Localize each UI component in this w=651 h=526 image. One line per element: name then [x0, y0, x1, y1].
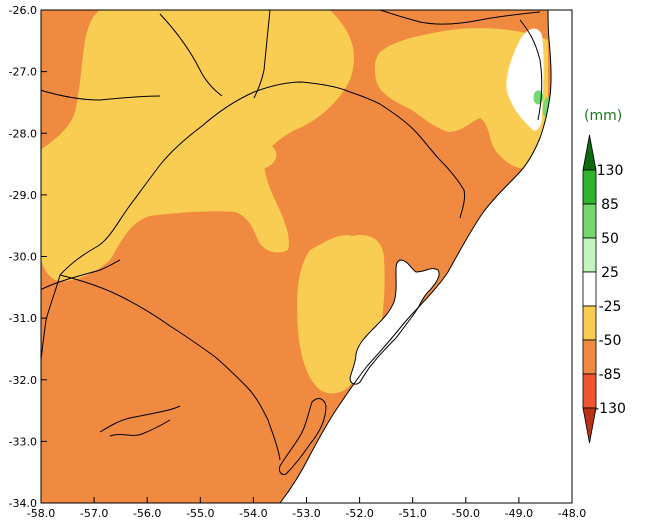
legend-swatch [582, 271, 597, 307]
border-argentina-uruguay-south [99, 405, 181, 433]
border-sc-pr [253, 10, 271, 99]
legend: (mm) 130 85 50 25 -25 -50 -85 -130 [582, 108, 626, 444]
legend-color-bar [582, 134, 597, 444]
y-tick-label: -31.0 [9, 312, 37, 325]
legend-swatch [582, 203, 597, 239]
x-tick-label: -55.0 [186, 507, 214, 520]
anomaly-zone-yellow-northeast [374, 28, 548, 169]
map-plot-area [41, 10, 572, 503]
legend-title: (mm) [584, 108, 622, 124]
y-tick-label: -34.0 [9, 497, 37, 510]
y-tick-label: -32.0 [9, 374, 37, 387]
border-misiones [159, 13, 223, 97]
coastal-detail-north [519, 19, 543, 121]
x-tick-label: -58.0 [27, 507, 55, 520]
legend-swatch [582, 305, 597, 341]
legend-label: 85 [601, 197, 619, 213]
legend-swatch [582, 169, 597, 205]
border-nw-river [41, 259, 121, 291]
border-south-uruguay [109, 419, 171, 437]
lagoa-dos-patos [349, 259, 440, 385]
anomaly-zone-yellow-west-blob [247, 143, 277, 169]
x-axis: -58.0 -57.0 -56.0 -55.0 -54.0 -53.0 -52.0 -51.0… [27, 497, 586, 520]
legend-swatch-arrow-bottom [582, 407, 597, 444]
legend-label: -50 [599, 333, 622, 349]
anomaly-zone-yellow-north [41, 10, 354, 281]
border-uruguay-river [59, 81, 381, 276]
y-tick-label: -26.0 [9, 4, 37, 17]
anomaly-zone-white-coastal [506, 28, 544, 131]
legend-label: 25 [601, 265, 619, 281]
legend-swatch-arrow-top [582, 134, 597, 171]
border-uruguay-brazil [59, 274, 281, 461]
y-tick-label: -28.0 [9, 127, 37, 140]
legend-label: -130 [594, 401, 626, 417]
x-tick-label: -53.0 [292, 507, 320, 520]
y-tick-label: -29.0 [9, 189, 37, 202]
legend-swatch [582, 339, 597, 375]
ocean-atlantic [280, 10, 572, 503]
x-tick-label: -57.0 [80, 507, 108, 520]
x-tick-label: -49.0 [505, 507, 533, 520]
border-sc-pr-east [379, 10, 541, 25]
x-tick-label: -52.0 [345, 507, 373, 520]
legend-label: -85 [599, 367, 622, 383]
legend-swatch [582, 237, 597, 273]
border-uruguay-river-south [41, 274, 61, 361]
border-argentina-interior [41, 89, 161, 101]
legend-labels: 130 85 50 25 -25 -50 -85 -130 [594, 163, 626, 417]
x-tick-label: -50.0 [452, 507, 480, 520]
lagoa-mirim [279, 398, 327, 475]
x-tick-label: -54.0 [239, 507, 267, 520]
y-tick-label: -33.0 [9, 435, 37, 448]
border-pelotas-river [379, 103, 465, 219]
legend-label: 130 [597, 163, 624, 179]
y-tick-label: -30.0 [9, 251, 37, 264]
y-axis: -26.0 -27.0 -28.0 -29.0 -30.0 -31.0 -32.0 -33.0… [9, 4, 47, 510]
y-tick-label: -27.0 [9, 66, 37, 79]
x-tick-label: -56.0 [133, 507, 161, 520]
coastline [279, 10, 552, 503]
x-tick-label: -48.0 [558, 507, 586, 520]
legend-label: 50 [601, 231, 619, 247]
x-tick-label: -51.0 [398, 507, 426, 520]
legend-label: -25 [599, 299, 622, 315]
